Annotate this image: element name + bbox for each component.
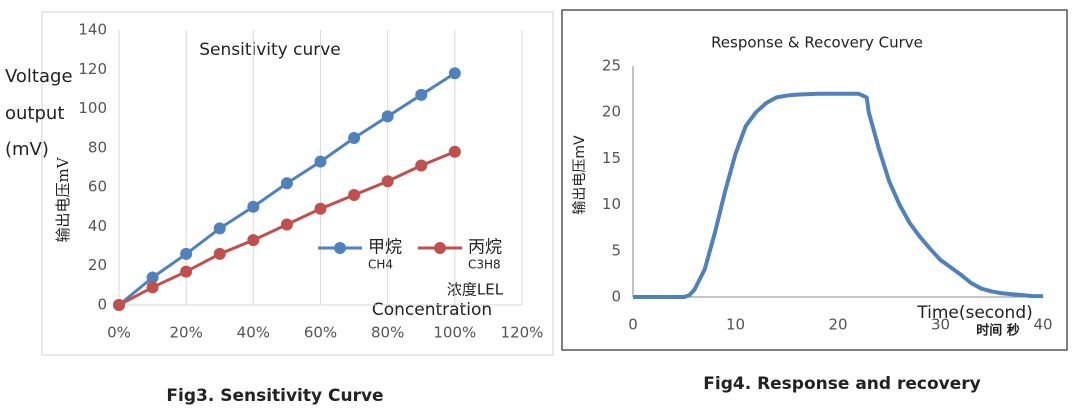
marker — [314, 202, 327, 215]
marker — [213, 247, 226, 260]
caption: Fig4. Response and recovery — [703, 374, 980, 394]
x-tick-label: 80% — [371, 324, 404, 342]
y-tick-label: 0 — [97, 296, 107, 314]
chart-title: Response & Recovery Curve — [711, 34, 923, 52]
y-label: (mV) — [5, 139, 49, 160]
panel — [561, 9, 1068, 351]
x-tick-label: 20 — [828, 316, 847, 334]
marker — [280, 218, 293, 231]
legend-marker — [434, 242, 446, 254]
line — [633, 91, 1043, 299]
chart-title: Sensitivity curve — [199, 40, 341, 60]
marker — [280, 177, 293, 190]
caption: Fig3. Sensitivity Curve — [166, 386, 383, 406]
marker — [415, 88, 428, 101]
x-label: 时间 秒 — [976, 323, 1020, 339]
y-tick-label: 15 — [602, 149, 621, 167]
y-tick-label: 60 — [88, 178, 107, 196]
x-label: Concentration — [372, 300, 492, 320]
x-label: Time(second) — [916, 303, 1033, 323]
marker — [247, 234, 260, 247]
marker — [381, 110, 394, 123]
marker — [381, 175, 394, 188]
x-tick-label: 40 — [1033, 316, 1052, 334]
marker — [314, 155, 327, 168]
x-tick-label: 120% — [501, 324, 544, 342]
y-tick-label: 140 — [78, 21, 107, 39]
y-tick-label: 80 — [88, 138, 107, 156]
y-tick-label: 40 — [88, 217, 107, 235]
panel — [41, 11, 554, 356]
y-label: 输出电压mV — [572, 135, 588, 215]
y-tick-label: 10 — [602, 195, 621, 213]
legend-marker — [334, 242, 346, 254]
legend-label: 甲烷 — [368, 238, 402, 258]
y-tick-label: 20 — [602, 103, 621, 121]
x-tick-label: 0 — [628, 316, 638, 334]
x-tick-label: 40% — [237, 324, 270, 342]
marker — [146, 281, 159, 294]
marker — [415, 159, 428, 172]
marker — [247, 200, 260, 213]
y-tick-label: 100 — [78, 99, 107, 117]
marker — [213, 222, 226, 235]
x-tick-label: 20% — [169, 324, 202, 342]
legend-label: 丙烷 — [468, 238, 502, 258]
y-label: output — [5, 103, 64, 124]
marker — [448, 67, 461, 80]
y-tick-label: 5 — [611, 241, 621, 259]
x-tick-label: 10 — [726, 316, 745, 334]
x-tick-label: 30 — [931, 316, 950, 334]
y-tick-label: 20 — [88, 256, 107, 274]
y-tick-label: 25 — [602, 57, 621, 75]
y-label: 输出电压mV — [54, 156, 72, 242]
x-label: 浓度LEL — [447, 281, 504, 299]
legend-label: CH4 — [368, 258, 393, 272]
x-tick-label: 0% — [107, 324, 131, 342]
marker — [113, 299, 125, 311]
marker — [348, 132, 361, 145]
y-label: Voltage — [5, 66, 73, 87]
marker — [348, 189, 361, 201]
marker — [448, 145, 461, 158]
legend-label: C3H8 — [468, 258, 501, 272]
marker — [180, 247, 193, 260]
y-tick-label: 120 — [78, 60, 107, 78]
x-tick-label: 100% — [433, 324, 476, 342]
marker — [146, 271, 159, 284]
marker — [180, 265, 193, 278]
y-tick-label: 0 — [611, 288, 621, 306]
x-tick-label: 60% — [304, 324, 337, 342]
